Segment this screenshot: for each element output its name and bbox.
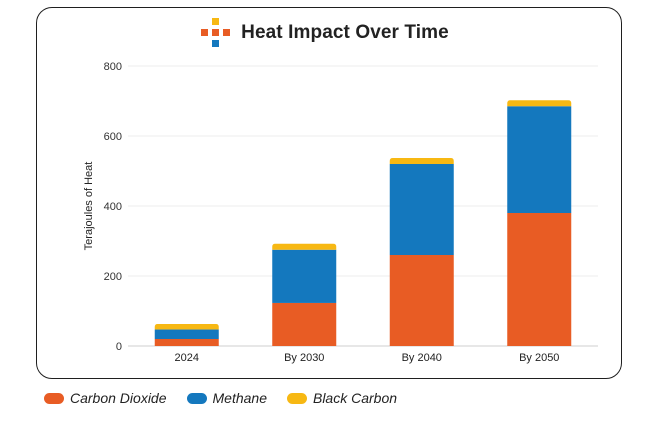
- y-tick-label-800: 800: [104, 61, 122, 73]
- x-tick-label-2: By 2040: [402, 352, 442, 364]
- plus-grid-icon: [201, 18, 231, 48]
- logo-square-right: [223, 29, 231, 36]
- x-tick-label-3: By 2050: [519, 352, 559, 364]
- logo-square-bottom: [212, 40, 220, 47]
- y-tick-label-0: 0: [116, 341, 122, 353]
- y-axis-label: Terajoules of Heat: [83, 162, 95, 251]
- bar-segment-black-carbon-3: [507, 100, 572, 107]
- logo-square-center: [212, 29, 220, 36]
- bar-segment-black-carbon-2: [389, 158, 454, 164]
- legend-item-black-carbon: Black Carbon: [286, 390, 398, 406]
- bar-segment-carbon-dioxide-3: [507, 213, 572, 346]
- chart-title: Heat Impact Over Time: [241, 22, 449, 43]
- legend-item-carbon-dioxide: Carbon Dioxide: [44, 390, 167, 406]
- logo-square-top: [212, 18, 220, 25]
- legend-swatch-methane: [186, 392, 207, 404]
- bar-segment-methane-0: [154, 329, 219, 339]
- bar-segment-methane-2: [389, 164, 454, 255]
- bar-segment-black-carbon-1: [272, 243, 337, 250]
- legend-label-methane: Methane: [212, 390, 267, 406]
- chart-legend: Carbon Dioxide Methane Black Carbon: [44, 390, 397, 406]
- legend-swatch-black-carbon: [286, 392, 307, 404]
- legend-item-methane: Methane: [186, 390, 267, 406]
- y-tick-label-200: 200: [104, 271, 122, 283]
- chart-header: Heat Impact Over Time: [0, 18, 650, 48]
- legend-label-carbon-dioxide: Carbon Dioxide: [70, 390, 167, 406]
- x-tick-label-0: 2024: [175, 352, 199, 364]
- legend-label-black-carbon: Black Carbon: [312, 390, 398, 406]
- logo-square-left: [201, 29, 209, 36]
- y-tick-label-600: 600: [104, 131, 122, 143]
- y-tick-label-400: 400: [104, 201, 122, 213]
- bar-segment-black-carbon-0: [154, 323, 219, 330]
- bar-segment-methane-1: [272, 249, 337, 303]
- x-tick-label-1: By 2030: [284, 352, 324, 364]
- bar-segment-carbon-dioxide-2: [389, 255, 454, 346]
- bar-segment-carbon-dioxide-1: [272, 302, 337, 346]
- bar-segment-methane-3: [507, 106, 572, 213]
- legend-swatch-carbon-dioxide: [44, 392, 64, 404]
- bar-segment-carbon-dioxide-0: [154, 339, 219, 346]
